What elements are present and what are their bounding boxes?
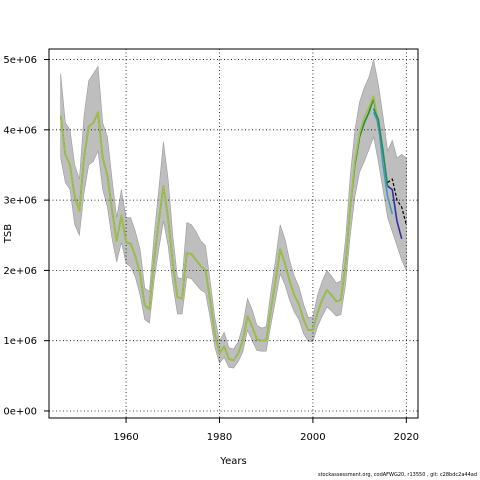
y-tick-label: 0e+00 xyxy=(3,406,37,417)
y-tick-label: 5e+06 xyxy=(3,55,37,66)
x-tick-label: 2000 xyxy=(300,432,325,443)
x-axis-title: Years xyxy=(219,456,246,467)
series-lines xyxy=(59,95,407,362)
plot-frame xyxy=(48,48,419,419)
series-line-2 xyxy=(372,111,394,215)
y-tick-label: 4e+06 xyxy=(3,125,37,136)
series-line-1 xyxy=(59,95,380,362)
y-tick-label: 2e+06 xyxy=(3,266,37,277)
y-axis-title: TSB xyxy=(3,224,14,244)
series-line-3 xyxy=(372,108,389,187)
y-tick-label: 1e+06 xyxy=(3,336,37,347)
x-tick-label: 1960 xyxy=(113,432,138,443)
series-line-5 xyxy=(387,178,407,225)
x-tick-label: 2020 xyxy=(394,432,419,443)
x-tick-label: 1980 xyxy=(207,432,232,443)
footer-credit: stockassessment.org, codAFWG20, r13550 ,… xyxy=(317,472,477,478)
series-line-4 xyxy=(387,185,403,240)
y-tick-label: 3e+06 xyxy=(3,196,37,207)
x-axis: 1960 1980 2000 2020 xyxy=(113,418,419,443)
series-line-0 xyxy=(59,97,384,362)
y-axis: 0e+00 1e+06 2e+06 3e+06 4e+06 5e+06 xyxy=(3,55,49,417)
